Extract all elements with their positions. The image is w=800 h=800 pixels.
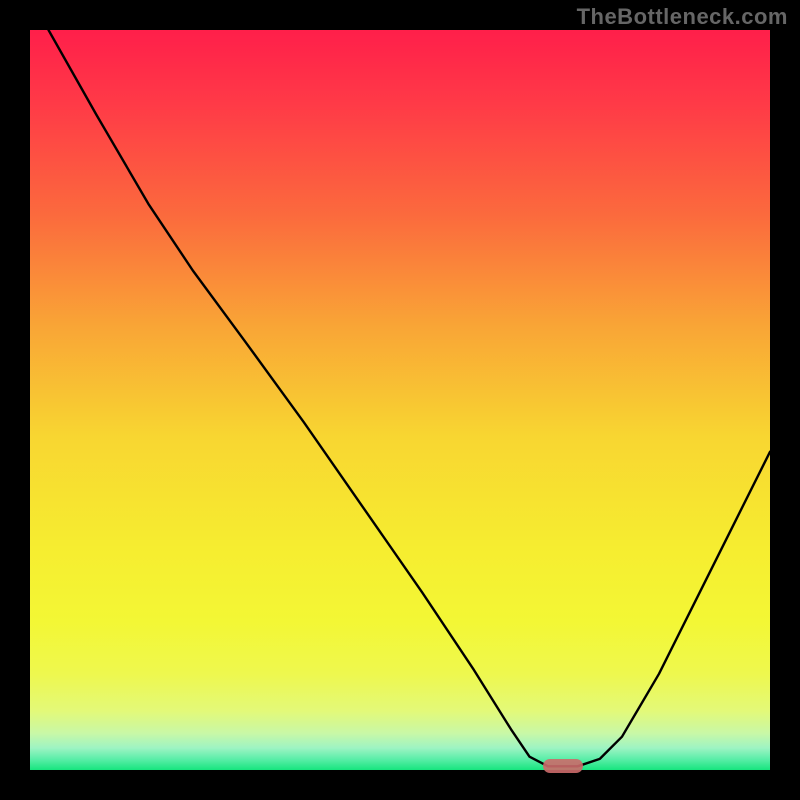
plot-gradient-background (30, 30, 770, 770)
watermark-text: TheBottleneck.com (577, 4, 788, 30)
chart-container: TheBottleneck.com (0, 0, 800, 800)
optimal-point-marker (543, 759, 583, 773)
